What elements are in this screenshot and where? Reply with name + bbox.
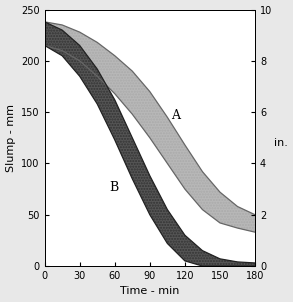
Y-axis label: Slump - mm: Slump - mm — [6, 104, 16, 172]
Text: A: A — [171, 109, 180, 122]
Y-axis label: in.: in. — [274, 138, 287, 148]
X-axis label: Time - min: Time - min — [120, 286, 180, 297]
Text: B: B — [109, 181, 118, 194]
